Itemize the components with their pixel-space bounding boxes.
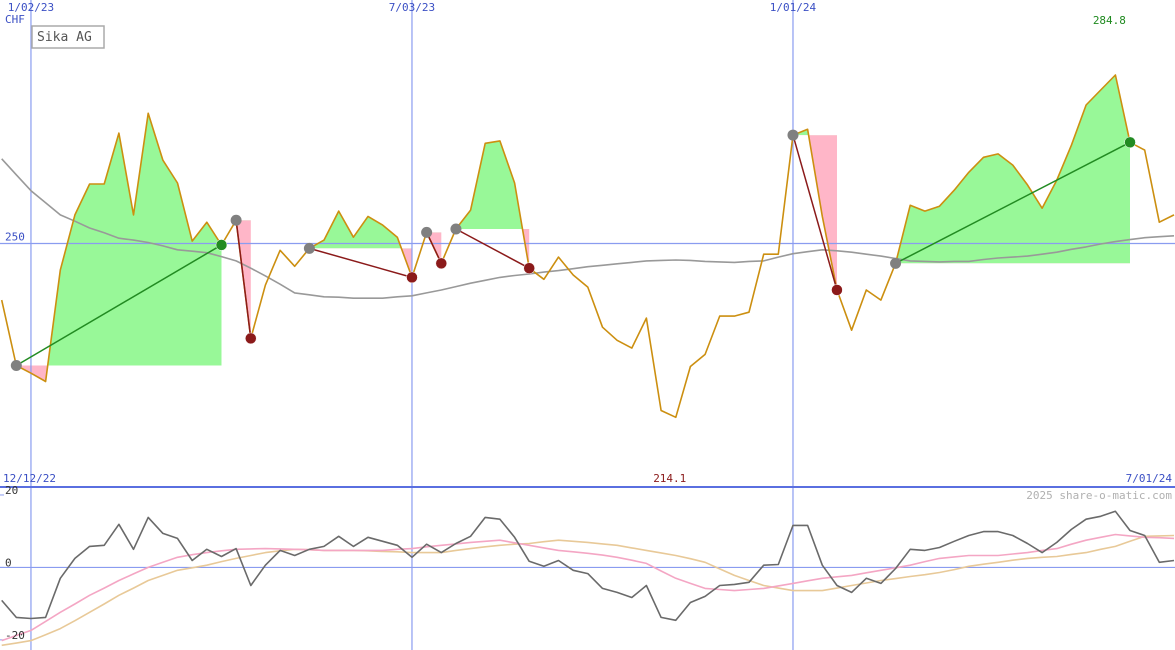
y-tick-label: 20 bbox=[5, 484, 18, 497]
trade-entry bbox=[303, 242, 315, 254]
y-tick-label: -20 bbox=[5, 629, 25, 642]
trade-entry bbox=[890, 257, 902, 269]
min-label: 214.1 bbox=[653, 472, 686, 485]
lines bbox=[0, 74, 1175, 647]
x-tick-label: 1/01/24 bbox=[770, 1, 817, 14]
gain-area bbox=[895, 75, 1130, 264]
trade-exit bbox=[523, 262, 535, 274]
trade-exit bbox=[245, 332, 257, 345]
y-tick-label: 250 bbox=[5, 231, 25, 244]
trade-exit bbox=[215, 239, 228, 251]
series-line bbox=[1, 533, 1175, 642]
x-tick-label: 7/03/23 bbox=[389, 1, 435, 14]
trade-line bbox=[455, 228, 530, 269]
loss-area bbox=[16, 365, 222, 382]
unit-label: CHF bbox=[5, 13, 25, 26]
chart-title: Sika AG bbox=[37, 30, 92, 45]
trade-marks bbox=[10, 129, 1136, 371]
title-box bbox=[31, 25, 105, 49]
trade-exit bbox=[1124, 136, 1136, 149]
trade-line bbox=[309, 247, 413, 279]
x-end-label: 7/01/24 bbox=[1126, 472, 1173, 485]
trade-entry bbox=[787, 129, 799, 141]
trade-exit bbox=[831, 284, 843, 296]
trade-entry bbox=[230, 214, 242, 226]
max-label: 284.8 bbox=[1093, 14, 1126, 27]
trade-line bbox=[15, 244, 222, 367]
labels: CHF Sika AG 12/12/22 7/01/24 2025 share-… bbox=[3, 1, 1172, 642]
credit: 2025 share-o-matic.com bbox=[1026, 489, 1172, 502]
series-line bbox=[0, 74, 1175, 419]
trade-entry bbox=[10, 359, 22, 371]
series-line bbox=[1, 534, 1175, 647]
x-start-label: 12/12/22 bbox=[3, 472, 56, 485]
gain-area bbox=[455, 140, 530, 229]
trade-exit bbox=[435, 257, 448, 270]
x-tick-label: 1/02/23 bbox=[8, 1, 54, 14]
trade-line bbox=[235, 220, 252, 339]
trade-entry bbox=[450, 223, 462, 235]
trade-exit bbox=[406, 271, 418, 284]
trade-line bbox=[792, 134, 838, 291]
series-line bbox=[1, 158, 1175, 299]
loss-area bbox=[792, 135, 837, 290]
y-tick-label: 0 bbox=[5, 556, 12, 569]
gain-area bbox=[309, 211, 412, 249]
series-line bbox=[1, 510, 1175, 622]
trade-line bbox=[895, 141, 1131, 265]
trade-entry bbox=[421, 226, 433, 238]
gain-area bbox=[16, 113, 222, 366]
